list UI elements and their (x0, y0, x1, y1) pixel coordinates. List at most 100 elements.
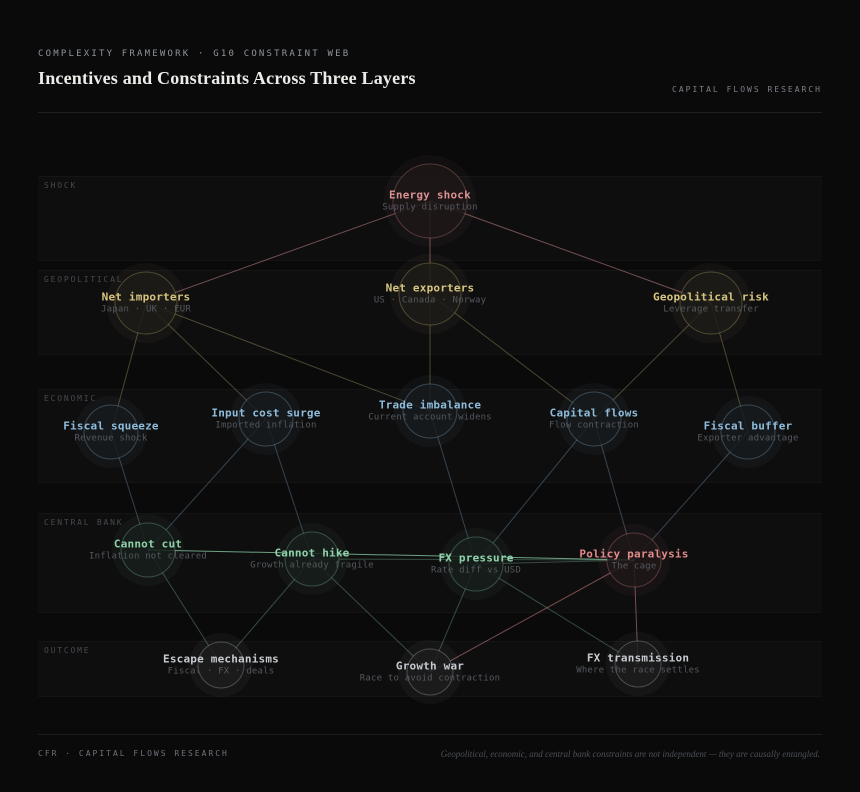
node-base-cannot-hike (285, 532, 339, 586)
edge-input-cost-surge-cannot-cut (147, 418, 267, 551)
node-net-exporters: Net exporters US · Canada · Norway (374, 282, 486, 306)
node-subtitle-policy-paralysis: The cage (611, 561, 657, 572)
node-fiscal-squeeze: Fiscal squeeze Revenue shock (63, 420, 159, 444)
node-subtitle-input-cost-surge: Imported inflation (215, 420, 317, 431)
node-subtitle-net-exporters: US · Canada · Norway (373, 295, 487, 306)
node-ring-fiscal-buffer (720, 404, 776, 460)
node-title-escape-mechanisms: Escape mechanisms (163, 652, 279, 666)
node-geopolitical-risk: Geopolitical risk Leverage transfer (653, 291, 769, 315)
node-policy-paralysis: Policy paralysis The cage (579, 548, 688, 572)
node-subtitle-fx-pressure: Rate diff vs USD (431, 565, 521, 576)
edge-net-exporters-capital-flows (429, 293, 595, 420)
node-subtitle-fx-transmission: Where the race settles (576, 665, 700, 676)
header-divider (38, 112, 822, 113)
edge-fiscal-buffer-policy-paralysis (633, 431, 749, 561)
node-ring-cannot-hike (284, 531, 340, 587)
node-base-growth-war (407, 649, 453, 695)
edge-cannot-cut-policy-paralysis (147, 549, 635, 561)
band-label-outcome: OUTCOME (44, 646, 91, 655)
node-ring-fx-transmission (614, 640, 662, 688)
node-title-net-importers: Net importers (101, 290, 191, 304)
node-ring-energy-shock (392, 163, 468, 239)
node-title-net-exporters: Net exporters (385, 281, 475, 295)
node-trade-imbalance: Trade imbalance Current account widens (368, 399, 492, 423)
node-ring-input-cost-surge (238, 391, 294, 447)
band-label-shock: SHOCK (44, 181, 78, 190)
edge-energy-shock-net-importers (145, 200, 431, 304)
page-title: Incentives and Constraints Across Three … (38, 68, 416, 88)
band-economic: ECONOMIC (38, 389, 822, 483)
node-base-net-importers (115, 272, 177, 334)
node-subtitle-cannot-hike: Growth already fragile (250, 560, 374, 571)
node-title-fx-transmission: FX transmission (586, 651, 690, 665)
node-ring-fiscal-squeeze (83, 404, 139, 460)
node-subtitle-growth-war: Race to avoid contraction (359, 673, 501, 684)
node-title-trade-imbalance: Trade imbalance (378, 398, 482, 412)
node-title-geopolitical-risk: Geopolitical risk (653, 290, 769, 304)
node-base-policy-paralysis (607, 533, 661, 587)
node-ring-geopolitical-risk (679, 271, 743, 335)
node-base-cannot-cut (121, 523, 175, 577)
node-base-fiscal-buffer (721, 405, 775, 459)
node-energy-shock: Energy shock Supply disruption (382, 189, 478, 213)
node-ring-net-importers (114, 271, 178, 335)
node-base-fx-pressure (449, 537, 503, 591)
node-subtitle-geopolitical-risk: Leverage transfer (663, 304, 759, 315)
node-title-cannot-cut: Cannot cut (113, 537, 183, 551)
footer-brand: CFR · CAPITAL FLOWS RESEARCH (38, 749, 229, 758)
footer-divider (38, 734, 822, 735)
node-title-input-cost-surge: Input cost surge (211, 406, 321, 420)
node-fx-transmission: FX transmission Where the race settles (576, 652, 700, 676)
node-cannot-hike: Cannot hike Growth already fragile (250, 547, 374, 571)
node-fiscal-buffer: Fiscal buffer Exporter advantage (697, 420, 798, 444)
node-ring-fx-pressure (448, 536, 504, 592)
edge-fx-pressure-fx-transmission (475, 563, 639, 665)
band-label-central-bank: CENTRAL BANK (44, 518, 124, 527)
node-subtitle-capital-flows: Flow contraction (549, 420, 639, 431)
node-subtitle-trade-imbalance: Current account widens (368, 412, 492, 423)
band-label-economic: ECONOMIC (44, 394, 97, 403)
node-input-cost-surge: Input cost surge Imported inflation (211, 407, 320, 431)
node-ring-capital-flows (566, 391, 622, 447)
node-cannot-cut: Cannot cut Inflation not cleared (89, 538, 207, 562)
node-title-cannot-hike: Cannot hike (274, 546, 350, 560)
header-right-label: CAPITAL FLOWS RESEARCH (672, 85, 822, 94)
node-subtitle-fiscal-buffer: Exporter advantage (697, 433, 799, 444)
node-title-fx-pressure: FX pressure (438, 551, 514, 565)
node-ring-escape-mechanisms (197, 641, 245, 689)
node-ring-net-exporters (398, 262, 462, 326)
node-ring-cannot-cut (120, 522, 176, 578)
node-base-escape-mechanisms (198, 642, 244, 688)
edge-cannot-hike-growth-war (311, 558, 431, 673)
band-outcome: OUTCOME (38, 641, 822, 697)
node-title-capital-flows: Capital flows (549, 406, 639, 420)
node-base-trade-imbalance (403, 384, 457, 438)
node-title-fiscal-squeeze: Fiscal squeeze (63, 419, 159, 433)
node-subtitle-net-importers: Japan · UK · EUR (101, 304, 191, 315)
node-base-fx-transmission (615, 641, 661, 687)
edge-net-importers-trade-imbalance (145, 302, 431, 412)
node-ring-policy-paralysis (606, 532, 662, 588)
band-central-bank: CENTRAL BANK (38, 513, 822, 613)
node-subtitle-energy-shock: Supply disruption (382, 202, 478, 213)
node-base-capital-flows (567, 392, 621, 446)
node-fx-pressure: FX pressure Rate diff vs USD (431, 552, 521, 576)
band-geopolitical: GEOPOLITICAL (38, 270, 822, 355)
band-label-geopolitical: GEOPOLITICAL (44, 275, 124, 284)
edge-energy-shock-geopolitical-risk (429, 200, 712, 304)
node-base-net-exporters (399, 263, 461, 325)
node-title-policy-paralysis: Policy paralysis (579, 547, 689, 561)
node-subtitle-escape-mechanisms: Fiscal · FX · deals (167, 666, 275, 677)
header-eyebrow: COMPLEXITY FRAMEWORK · G10 CONSTRAINT WE… (38, 49, 351, 59)
node-subtitle-fiscal-squeeze: Revenue shock (74, 433, 148, 444)
footer-note: Geopolitical, economic, and central bank… (440, 749, 820, 759)
node-subtitle-cannot-cut: Inflation not cleared (89, 551, 207, 562)
edge-capital-flows-fx-pressure (475, 418, 595, 565)
node-title-fiscal-buffer: Fiscal buffer (703, 419, 793, 433)
node-base-geopolitical-risk (680, 272, 742, 334)
node-ring-growth-war (406, 648, 454, 696)
